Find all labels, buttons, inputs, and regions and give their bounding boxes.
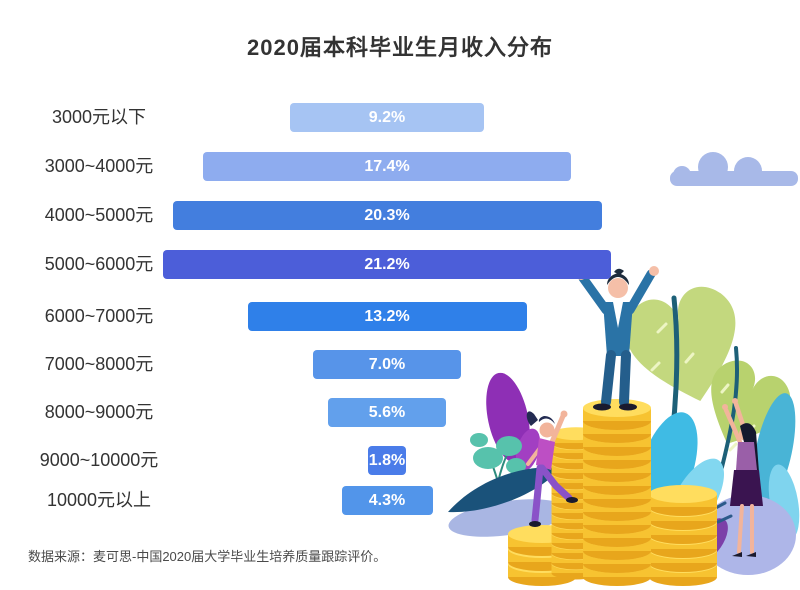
bar: 17.4% bbox=[203, 152, 571, 181]
bar: 4.3% bbox=[341, 486, 433, 515]
chart-row: 3000元以下 9.2% bbox=[0, 103, 800, 132]
category-label: 5000~6000元 bbox=[44, 254, 154, 274]
value-label: 13.2% bbox=[364, 307, 410, 325]
teal-leaf-right bbox=[752, 393, 796, 507]
bar-zone: 9.2% bbox=[163, 103, 611, 132]
bar: 1.8% bbox=[368, 446, 406, 475]
category-label: 10000元以上 bbox=[46, 490, 152, 510]
bar-zone: 1.8% bbox=[163, 446, 611, 475]
bar: 5.6% bbox=[328, 398, 446, 427]
bar-zone: 21.2% bbox=[163, 250, 611, 279]
bar-zone: 13.2% bbox=[163, 302, 611, 331]
category-label: 8000~9000元 bbox=[44, 402, 154, 422]
leaf-stem bbox=[718, 346, 740, 477]
reaching-woman-figure bbox=[722, 398, 763, 557]
mint-plant bbox=[470, 433, 526, 483]
bar-zone: 5.6% bbox=[163, 398, 611, 427]
value-label: 5.6% bbox=[368, 403, 406, 421]
category-label: 3000元以下 bbox=[51, 107, 147, 127]
chart-row: 8000~9000元 5.6% bbox=[0, 398, 800, 427]
value-label: 21.2% bbox=[364, 255, 410, 273]
category-label: 7000~8000元 bbox=[44, 354, 154, 374]
value-label: 4.3% bbox=[368, 491, 406, 509]
bar-zone: 20.3% bbox=[163, 201, 611, 230]
chart-row: 5000~6000元 21.2% bbox=[0, 250, 800, 279]
category-label: 3000~4000元 bbox=[44, 156, 154, 176]
chart-row: 3000~4000元 17.4% bbox=[0, 152, 800, 181]
category-label: 9000~10000元 bbox=[39, 450, 159, 470]
chart-row: 10000元以上 4.3% bbox=[0, 486, 800, 515]
data-source-note: 数据来源：麦可思-中国2020届大学毕业生培养质量跟踪评价。 bbox=[28, 549, 387, 564]
illustration bbox=[448, 152, 800, 586]
chart-title: 2020届本科毕业生月收入分布 bbox=[247, 35, 553, 60]
value-label: 1.8% bbox=[368, 451, 406, 469]
chart-row: 9000~10000元 1.8% bbox=[0, 446, 800, 475]
value-label: 20.3% bbox=[364, 206, 410, 224]
bar: 7.0% bbox=[313, 350, 461, 379]
cloud-icon bbox=[670, 152, 798, 186]
bar: 13.2% bbox=[247, 302, 527, 331]
bar-zone: 7.0% bbox=[163, 350, 611, 379]
chart-row: 4000~5000元 20.3% bbox=[0, 201, 800, 230]
value-label: 9.2% bbox=[368, 108, 406, 126]
bar: 9.2% bbox=[290, 103, 484, 132]
chart-row: 7000~8000元 7.0% bbox=[0, 350, 800, 379]
bar: 20.3% bbox=[172, 201, 602, 230]
chart-row: 6000~7000元 13.2% bbox=[0, 302, 800, 331]
category-label: 4000~5000元 bbox=[44, 205, 154, 225]
bar: 21.2% bbox=[163, 250, 611, 279]
value-label: 17.4% bbox=[364, 157, 410, 175]
value-label: 7.0% bbox=[368, 355, 406, 373]
bar-zone: 4.3% bbox=[163, 486, 611, 515]
climbing-woman-figure bbox=[526, 410, 578, 527]
category-label: 6000~7000元 bbox=[44, 306, 154, 326]
bar-zone: 17.4% bbox=[163, 152, 611, 181]
